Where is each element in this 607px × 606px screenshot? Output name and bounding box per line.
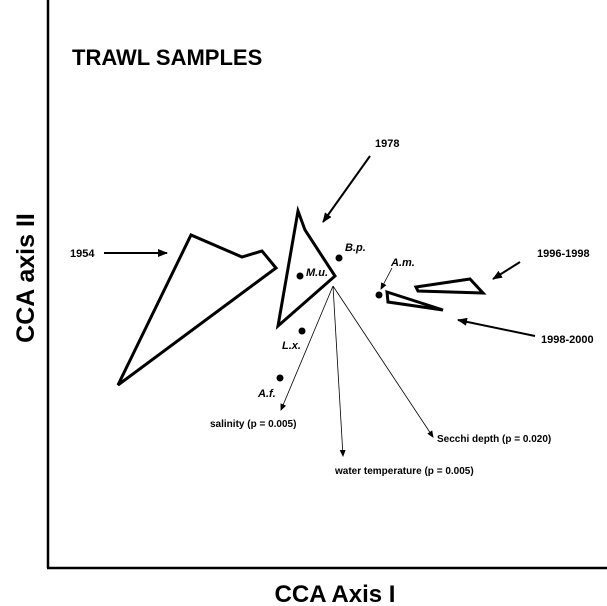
species-label: M.u. xyxy=(306,267,328,279)
vector xyxy=(332,285,434,438)
frame xyxy=(46,0,607,570)
group-label: 1998-2000 xyxy=(541,334,594,346)
group-label: 1996-1998 xyxy=(537,248,590,260)
variable-label: water temperature (p = 0.005) xyxy=(334,466,474,477)
polygon-1998-2000 xyxy=(385,289,444,312)
title: TRAWL SAMPLES xyxy=(72,45,262,70)
group-polygons xyxy=(116,205,487,387)
variable-label: salinity (p = 0.005) xyxy=(210,419,296,430)
species-point xyxy=(298,327,306,335)
species-label: A.m. xyxy=(390,257,415,269)
species-point xyxy=(276,374,284,382)
group-arrows xyxy=(104,155,536,337)
variable-vectors xyxy=(280,285,434,457)
x-axis-label: CCA Axis I xyxy=(275,581,396,606)
polygon-1978 xyxy=(275,205,337,330)
species-label: A.f. xyxy=(257,388,276,400)
species-point xyxy=(296,272,304,280)
polygon-1996-1998 xyxy=(413,277,487,295)
vector xyxy=(280,285,334,411)
group-label: 1954 xyxy=(70,248,95,260)
vector xyxy=(332,285,346,457)
species-label: B.p. xyxy=(345,242,366,254)
species-label: L.x. xyxy=(282,340,301,352)
arrow xyxy=(492,261,521,280)
species-points xyxy=(276,254,383,382)
arrow xyxy=(380,267,393,290)
arrow xyxy=(457,317,536,337)
species-point xyxy=(375,291,383,299)
polygon-1954 xyxy=(116,233,279,387)
variable-label: Secchi depth (p = 0.020) xyxy=(437,434,551,445)
arrow xyxy=(322,155,371,223)
group-label: 1978 xyxy=(375,138,399,150)
y-axis-label: CCA axis II xyxy=(12,213,40,343)
species-point xyxy=(335,254,343,262)
